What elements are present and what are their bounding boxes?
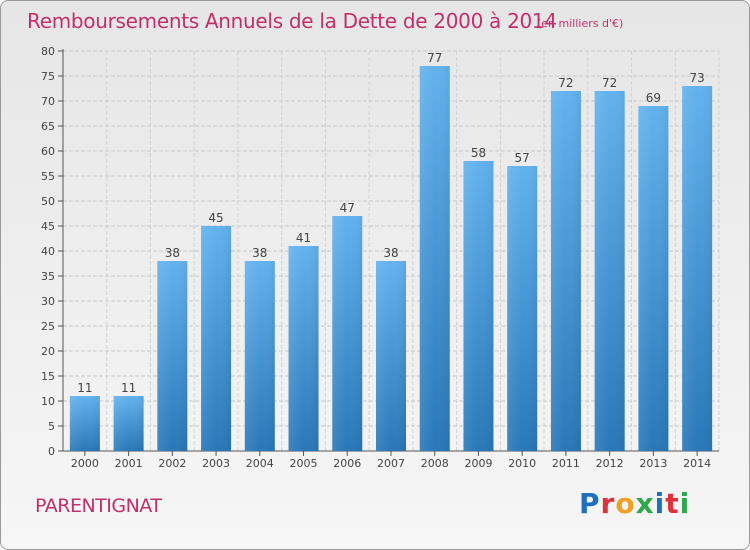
x-tick-label: 2012	[596, 457, 624, 470]
bar-shine	[332, 216, 363, 451]
bar-shine	[463, 161, 494, 451]
x-tick-label: 2010	[508, 457, 536, 470]
y-tick-label: 5	[48, 420, 55, 433]
x-tick-label: 2005	[290, 457, 318, 470]
x-tick-label: 2004	[246, 457, 274, 470]
x-tick-label: 2007	[377, 457, 405, 470]
logo-letter: o	[615, 487, 636, 520]
y-tick-label: 55	[41, 170, 55, 183]
data-label: 38	[383, 246, 398, 260]
data-label: 38	[165, 246, 180, 260]
x-tick-label: 2002	[158, 457, 186, 470]
data-label: 11	[121, 381, 136, 395]
logo-letter: i	[679, 487, 691, 520]
logo-letter: t	[665, 487, 680, 520]
x-tick-label: 2014	[683, 457, 711, 470]
bar-shine	[550, 91, 581, 451]
data-label: 38	[252, 246, 267, 260]
data-label: 58	[471, 146, 486, 160]
data-label: 73	[689, 71, 704, 85]
bar-shine	[201, 226, 232, 451]
logo-letter: i	[654, 487, 666, 520]
chart-title: Remboursements Annuels de la Dette de 20…	[27, 9, 557, 33]
bar-shine	[113, 396, 144, 451]
bar-shine	[288, 246, 319, 451]
y-tick-label: 45	[41, 220, 55, 233]
x-tick-label: 2000	[71, 457, 99, 470]
data-label: 69	[646, 91, 661, 105]
x-tick-label: 2011	[552, 457, 580, 470]
bar-shine	[157, 261, 188, 451]
x-tick-label: 2009	[464, 457, 492, 470]
bar-shine	[69, 396, 100, 451]
bar-shine	[244, 261, 275, 451]
y-tick-label: 70	[41, 95, 55, 108]
logo-letter: r	[600, 487, 616, 520]
logo-letter: x	[635, 487, 655, 520]
y-tick-label: 20	[41, 345, 55, 358]
bar-shine	[682, 86, 713, 451]
unit-label: (en milliers d'€)	[537, 17, 624, 30]
y-tick-label: 75	[41, 70, 55, 83]
y-tick-label: 25	[41, 320, 55, 333]
y-tick-label: 40	[41, 245, 55, 258]
place-name: PARENTIGNAT	[35, 495, 162, 517]
y-tick-label: 65	[41, 120, 55, 133]
x-tick-label: 2006	[333, 457, 361, 470]
bar-shine	[419, 66, 450, 451]
x-tick-label: 2008	[421, 457, 449, 470]
data-label: 77	[427, 51, 442, 65]
bar-shine	[638, 106, 669, 451]
y-tick-label: 30	[41, 295, 55, 308]
data-label: 72	[558, 76, 573, 90]
data-label: 72	[602, 76, 617, 90]
data-label: 45	[208, 211, 223, 225]
data-label: 11	[77, 381, 92, 395]
y-tick-label: 10	[41, 395, 55, 408]
data-label: 47	[340, 201, 355, 215]
y-tick-label: 50	[41, 195, 55, 208]
y-tick-label: 80	[41, 45, 55, 58]
x-tick-label: 2001	[115, 457, 143, 470]
y-tick-label: 0	[48, 445, 55, 458]
y-tick-label: 60	[41, 145, 55, 158]
logo-letter: P	[579, 487, 601, 520]
data-label: 57	[515, 151, 530, 165]
data-label: 41	[296, 231, 311, 245]
x-tick-label: 2003	[202, 457, 230, 470]
bar-shine	[376, 261, 406, 451]
y-tick-label: 15	[41, 370, 55, 383]
y-tick-label: 35	[41, 270, 55, 283]
proxiti-logo: Proxiti	[579, 487, 690, 520]
bar-shine	[594, 91, 625, 451]
x-tick-label: 2013	[639, 457, 667, 470]
bar-shine	[507, 166, 538, 451]
